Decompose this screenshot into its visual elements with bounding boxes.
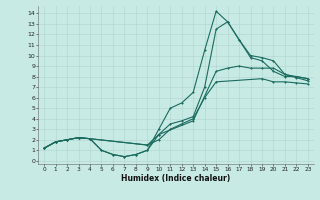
X-axis label: Humidex (Indice chaleur): Humidex (Indice chaleur)	[121, 174, 231, 183]
